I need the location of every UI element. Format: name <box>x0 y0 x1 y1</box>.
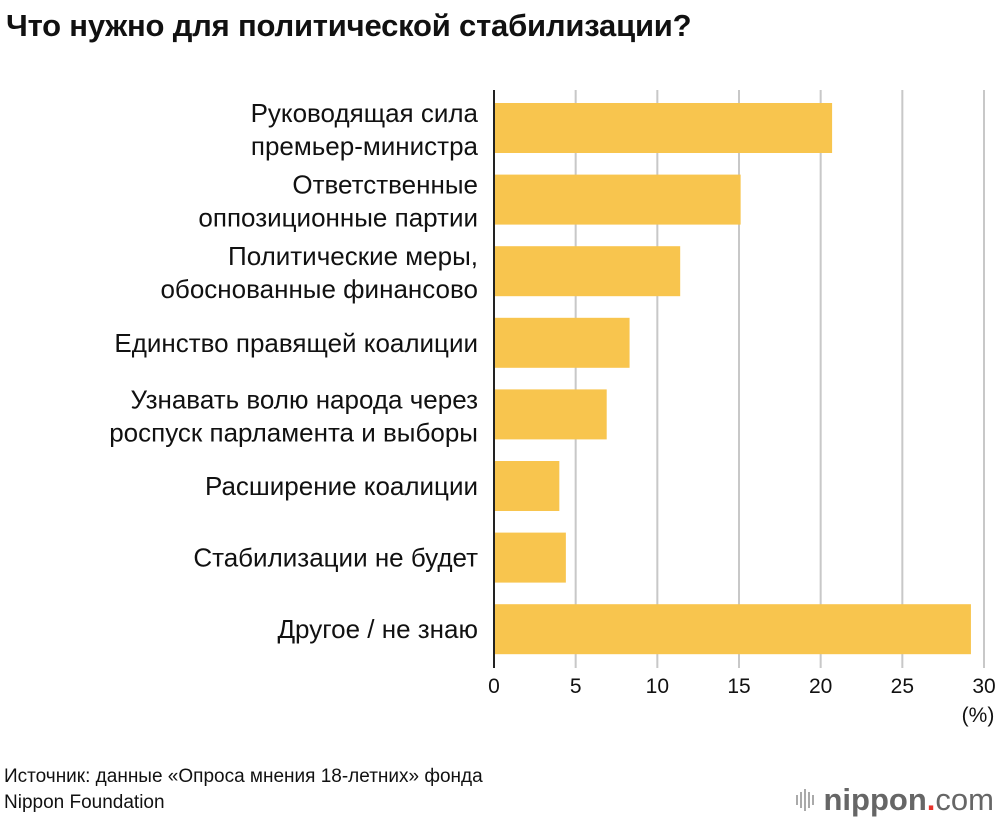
category-label: Политические меры, <box>228 241 478 271</box>
bar <box>494 604 971 655</box>
logo-dot: . <box>926 782 936 817</box>
logo-bars-icon <box>795 789 814 811</box>
x-tick-label: 25 <box>891 675 914 698</box>
bar <box>494 174 741 225</box>
logo-tld: com <box>935 782 994 817</box>
category-label: обоснованные финансово <box>160 274 478 304</box>
category-label: Единство правящей коалиции <box>114 328 478 358</box>
x-tick-label: 10 <box>646 675 669 698</box>
source-note: Источник: данные «Опроса мнения 18-летни… <box>4 764 483 816</box>
x-tick-label: 30 <box>972 675 995 698</box>
nippon-logo: nippon. com <box>795 782 994 818</box>
category-label: оппозиционные партии <box>198 203 478 233</box>
category-label: Руководящая сила <box>251 98 479 128</box>
x-axis-unit: (%) <box>962 704 995 727</box>
logo-name: nippon <box>823 782 927 817</box>
bar <box>494 103 833 153</box>
x-tick-label: 5 <box>570 675 582 698</box>
category-label: роспуск парламента и выборы <box>109 417 478 447</box>
category-label: Стабилизации не будет <box>193 543 478 573</box>
bar-chart: 0 5 10 15 20 25 30 (%) Руководящая силапремьер-м… <box>109 90 996 727</box>
category-label: Расширение коалиции <box>205 471 478 501</box>
bar <box>494 532 566 583</box>
bar <box>494 389 607 440</box>
category-label: Узнавать волю народа через <box>131 384 478 414</box>
category-label: Ответственные <box>292 170 478 200</box>
bar <box>494 317 630 368</box>
bar <box>494 246 681 297</box>
bar <box>494 461 560 511</box>
x-tick-label: 0 <box>488 675 500 698</box>
category-label: Другое / не знаю <box>277 614 478 644</box>
source-line-2: Nippon Foundation <box>4 792 165 813</box>
category-label: премьер-министра <box>251 131 479 161</box>
x-tick-label: 15 <box>727 675 750 698</box>
x-tick-label: 20 <box>809 675 832 698</box>
chart-title: Что нужно для политической стабилизации? <box>6 8 692 43</box>
source-line-1: Источник: данные «Опроса мнения 18-летни… <box>4 766 483 787</box>
